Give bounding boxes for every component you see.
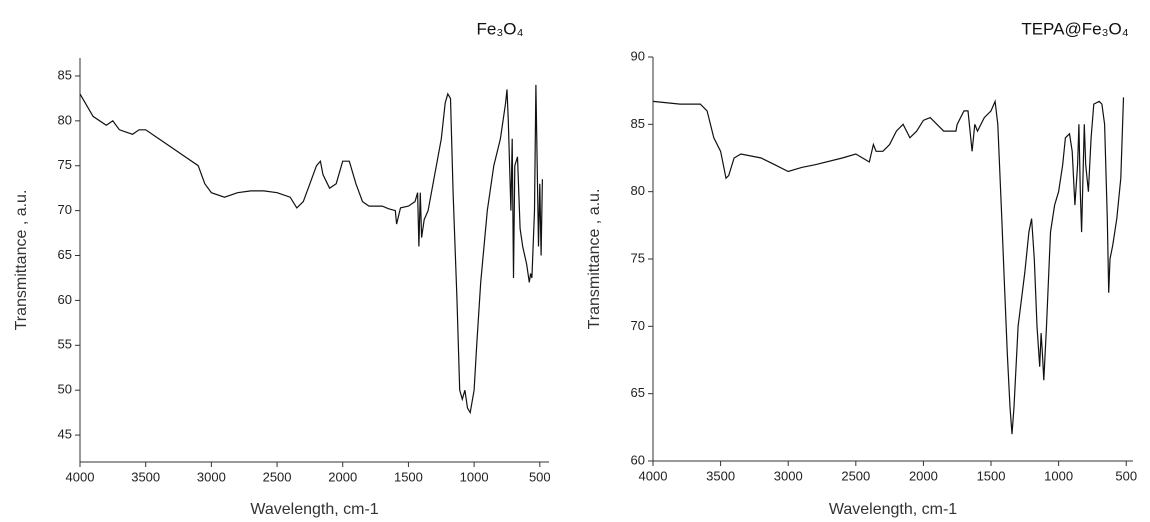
x-tick-label: 3000 [197, 469, 226, 484]
y-tick-label: 50 [58, 382, 72, 397]
y-tick-label: 70 [58, 202, 72, 217]
y-tick-label: 60 [58, 292, 72, 307]
y-axis-title: Transmittance , a.u. [13, 190, 30, 331]
chart-title: Fe₃O₄ [477, 19, 524, 38]
x-tick-label: 4000 [639, 468, 668, 483]
x-tick-label: 2000 [328, 469, 357, 484]
x-tick-label: 1000 [1044, 468, 1073, 483]
x-tick-label: 3500 [706, 468, 735, 483]
spectrum-line [79, 84, 543, 415]
x-tick-label: 1500 [394, 469, 423, 484]
y-tick-label: 45 [58, 427, 72, 442]
y-tick-label: 80 [58, 112, 72, 127]
x-tick-label: 2500 [841, 468, 870, 483]
x-axis-title: Wavelength, cm-1 [250, 501, 378, 518]
y-tick-label: 55 [58, 337, 72, 352]
y-tick-label: 85 [631, 116, 645, 131]
y-tick-label: 65 [58, 247, 72, 262]
x-tick-label: 3000 [774, 468, 803, 483]
x-tick-label: 1500 [977, 468, 1006, 483]
y-tick-label: 65 [631, 385, 645, 400]
y-tick-label: 70 [631, 318, 645, 333]
y-tick-label: 85 [58, 67, 72, 82]
y-tick-label: 75 [58, 157, 72, 172]
y-tick-label: 90 [631, 48, 645, 63]
spectrum-line [652, 97, 1125, 435]
x-tick-label: 1000 [460, 469, 489, 484]
x-tick-label: 3500 [131, 469, 160, 484]
x-tick-label: 4000 [66, 469, 95, 484]
x-tick-label: 500 [1115, 468, 1137, 483]
x-axis-title: Wavelength, cm-1 [829, 501, 957, 518]
y-tick-label: 80 [631, 183, 645, 198]
y-axis-title: Transmittance , a.u. [586, 189, 603, 330]
x-tick-label: 2500 [263, 469, 292, 484]
y-tick-label: 60 [631, 452, 645, 467]
x-tick-label: 500 [529, 469, 551, 484]
chart-title: TEPA@Fe₃O₄ [1021, 19, 1128, 38]
y-tick-label: 75 [631, 250, 645, 265]
x-tick-label: 2000 [909, 468, 938, 483]
